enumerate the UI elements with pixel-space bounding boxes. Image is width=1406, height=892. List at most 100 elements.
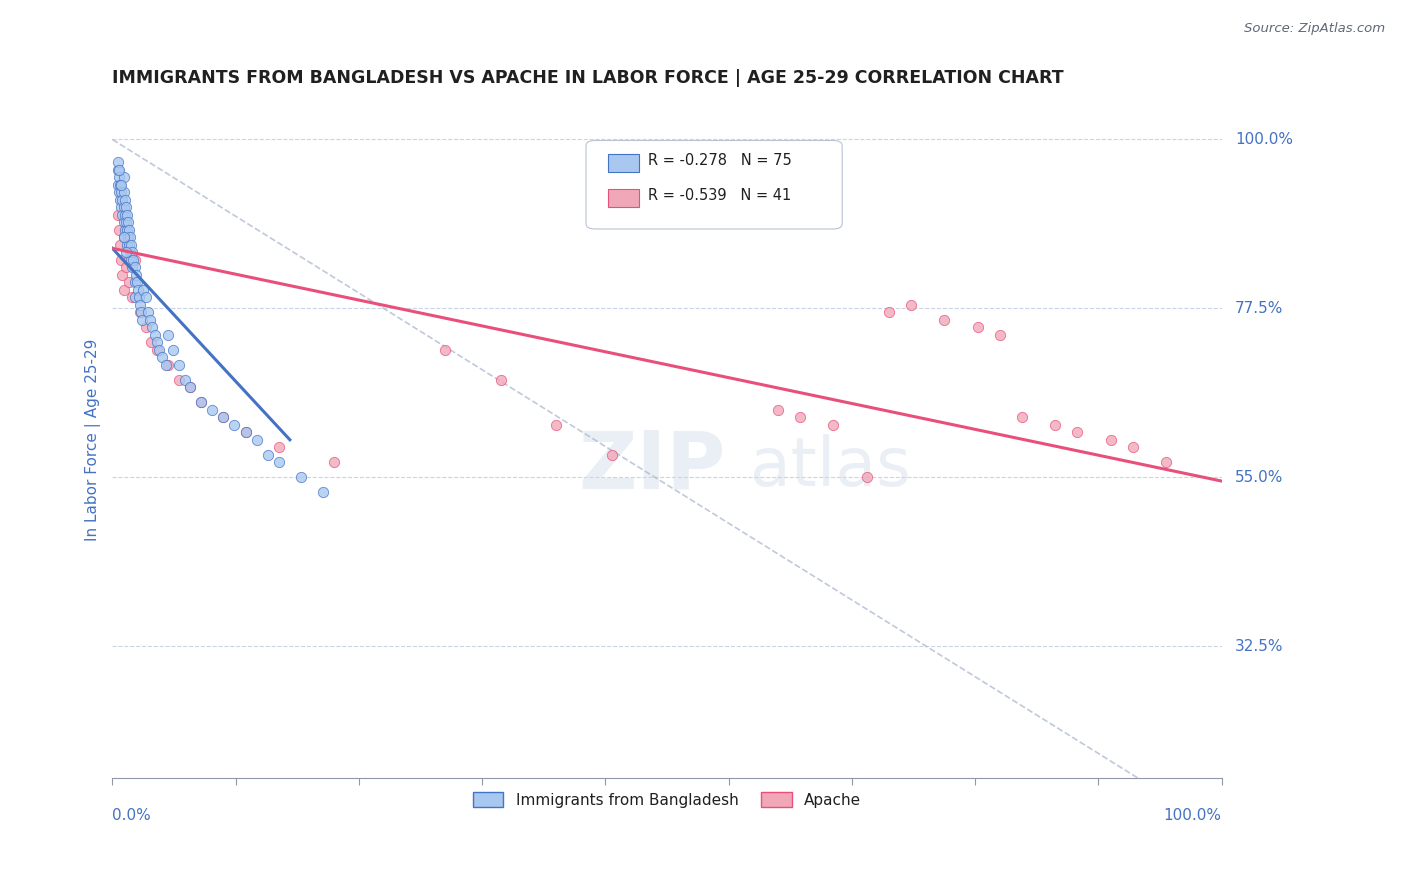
Point [146, 335, 169, 350]
Point [156, 327, 179, 342]
Point [122, 252, 145, 267]
Point [136, 305, 159, 319]
Point [117, 215, 139, 229]
Point [179, 380, 201, 394]
Point [135, 320, 157, 334]
Point [118, 252, 141, 267]
Point [988, 327, 1011, 342]
Point [1099, 433, 1122, 447]
Point [114, 208, 136, 222]
Point [110, 178, 132, 192]
Point [108, 222, 131, 236]
Point [143, 327, 166, 342]
Point [312, 485, 335, 500]
Point [167, 358, 190, 372]
Point [434, 343, 457, 357]
Point [267, 455, 290, 469]
Point [1043, 417, 1066, 432]
Point [107, 208, 129, 222]
Text: 32.5%: 32.5% [1234, 639, 1284, 654]
Point [224, 417, 246, 432]
Text: R = -0.278   N = 75: R = -0.278 N = 75 [648, 153, 792, 169]
Point [489, 373, 512, 387]
Point [120, 245, 142, 260]
Point [112, 200, 135, 214]
Point [111, 208, 134, 222]
Point [112, 185, 135, 199]
Point [1154, 455, 1177, 469]
Text: 100.0%: 100.0% [1164, 808, 1222, 823]
Point [148, 343, 170, 357]
Point [235, 425, 257, 440]
Point [146, 343, 169, 357]
Point [107, 178, 129, 192]
Point [118, 222, 141, 236]
Point [108, 193, 131, 207]
Point [190, 395, 212, 409]
Point [110, 200, 132, 214]
Point [111, 193, 134, 207]
Point [121, 260, 143, 274]
Point [110, 252, 132, 267]
Point [107, 162, 129, 177]
Point [120, 230, 142, 244]
Point [112, 283, 135, 297]
Point [900, 298, 922, 312]
Point [179, 380, 201, 394]
Point [877, 305, 900, 319]
Point [108, 237, 131, 252]
Point [115, 208, 138, 222]
Point [139, 312, 162, 326]
Point [934, 312, 956, 326]
Point [110, 185, 132, 199]
Point [114, 260, 136, 274]
Point [129, 305, 152, 319]
Point [789, 410, 811, 425]
Point [256, 448, 278, 462]
Legend: Immigrants from Bangladesh, Apache: Immigrants from Bangladesh, Apache [467, 786, 868, 814]
Point [201, 402, 224, 417]
Point [112, 230, 135, 244]
Text: ZIP: ZIP [578, 428, 725, 506]
Point [118, 275, 141, 289]
Text: 77.5%: 77.5% [1234, 301, 1284, 316]
Point [190, 395, 212, 409]
Point [267, 440, 290, 454]
Point [544, 417, 567, 432]
Point [120, 252, 142, 267]
FancyBboxPatch shape [586, 140, 842, 229]
Point [114, 245, 136, 260]
Text: atlas: atlas [751, 434, 911, 500]
Point [114, 215, 136, 229]
Point [124, 252, 146, 267]
Point [125, 275, 148, 289]
FancyBboxPatch shape [609, 154, 640, 171]
Point [115, 222, 138, 236]
Point [117, 230, 139, 244]
Point [1122, 440, 1144, 454]
Point [600, 448, 623, 462]
Point [112, 215, 135, 229]
Text: 0.0%: 0.0% [112, 808, 152, 823]
Point [129, 298, 152, 312]
Point [131, 312, 153, 326]
Point [118, 237, 141, 252]
Text: IMMIGRANTS FROM BANGLADESH VS APACHE IN LABOR FORCE | AGE 25-29 CORRELATION CHAR: IMMIGRANTS FROM BANGLADESH VS APACHE IN … [112, 69, 1064, 87]
Point [112, 230, 135, 244]
Point [108, 185, 131, 199]
Text: R = -0.539   N = 41: R = -0.539 N = 41 [648, 187, 792, 202]
Point [114, 200, 136, 214]
Point [108, 162, 131, 177]
Point [121, 290, 143, 304]
Point [235, 425, 257, 440]
Point [823, 417, 845, 432]
Point [125, 268, 148, 282]
Text: 100.0%: 100.0% [1234, 132, 1292, 147]
Point [132, 283, 155, 297]
Point [127, 283, 149, 297]
Point [115, 237, 138, 252]
Point [1011, 410, 1033, 425]
Point [212, 410, 235, 425]
Point [114, 222, 136, 236]
Point [135, 290, 157, 304]
